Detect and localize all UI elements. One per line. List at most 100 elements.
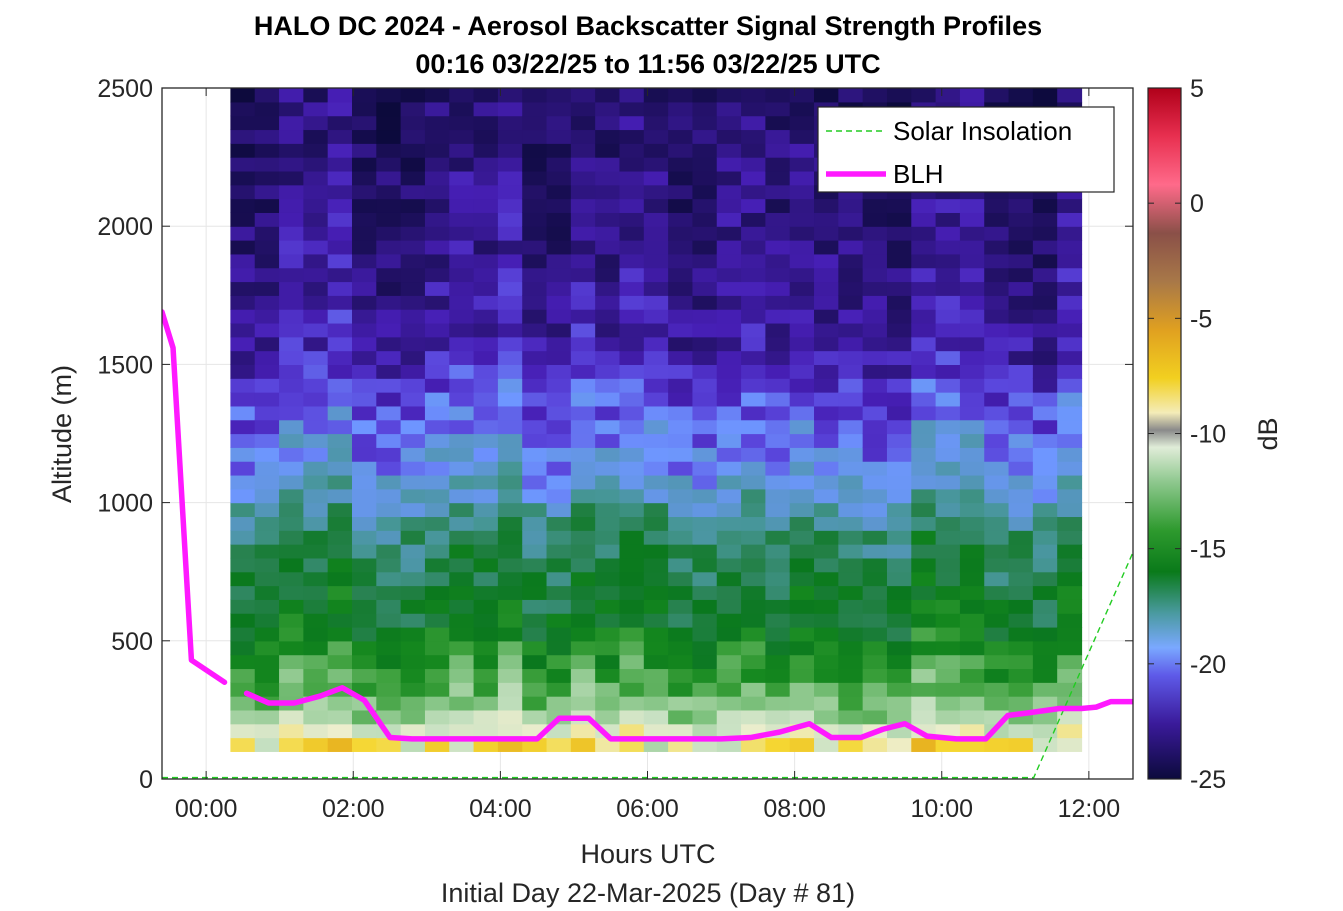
heatmap-cell <box>862 571 888 587</box>
heatmap-cell <box>668 240 694 255</box>
heatmap-cell <box>838 226 864 241</box>
heatmap-cell <box>789 585 815 600</box>
heatmap-cell <box>497 101 523 117</box>
heatmap-cell <box>473 88 499 103</box>
heatmap-cell <box>522 474 548 490</box>
heatmap-cell <box>984 654 1010 670</box>
heatmap-cell <box>741 530 766 545</box>
heatmap-cell <box>1057 557 1083 573</box>
heatmap-cell <box>741 516 766 531</box>
heatmap-cell <box>619 101 645 117</box>
heatmap-cell <box>814 267 839 283</box>
heatmap-cell <box>886 281 912 296</box>
heatmap-cell <box>692 709 718 725</box>
heatmap-cell <box>668 585 694 600</box>
heatmap-cell <box>400 585 426 600</box>
heatmap-cell <box>741 488 766 504</box>
heatmap-cell <box>692 378 718 393</box>
heatmap-cell <box>497 461 523 476</box>
solar-insolation-line <box>162 552 1133 779</box>
heatmap-cell <box>1057 640 1083 656</box>
heatmap-cell <box>497 322 523 338</box>
heatmap-cell <box>692 281 718 296</box>
heatmap-cell <box>716 488 742 504</box>
heatmap-cell <box>814 557 839 573</box>
heatmap-cell <box>692 405 718 421</box>
heatmap-cell <box>692 488 718 504</box>
heatmap-cell <box>449 240 475 255</box>
heatmap-cell <box>1008 198 1034 213</box>
heatmap-cell <box>595 405 621 421</box>
heatmap-cell <box>668 101 694 117</box>
heatmap-cell <box>497 654 523 670</box>
heatmap-cell <box>765 364 791 379</box>
heatmap-cell <box>692 350 718 365</box>
heatmap-cell <box>254 226 280 241</box>
chart-title-line2: 00:16 03/22/25 to 11:56 03/22/25 UTC <box>415 49 880 79</box>
heatmap-cell <box>1057 405 1083 421</box>
colorbar-tick-label: 0 <box>1190 190 1204 218</box>
heatmap-cell <box>789 378 815 393</box>
heatmap-cell <box>838 723 864 739</box>
heatmap-cell <box>303 433 329 448</box>
heatmap-cell <box>424 419 450 435</box>
heatmap-cell <box>570 516 596 531</box>
heatmap-cell <box>838 696 864 711</box>
heatmap-cell <box>595 115 621 131</box>
heatmap-cell <box>1032 557 1058 573</box>
heatmap-cell <box>619 654 645 670</box>
heatmap-cell <box>230 88 256 103</box>
heatmap-cell <box>716 281 742 296</box>
heatmap-cell <box>619 599 645 614</box>
heatmap-cell <box>911 309 937 324</box>
heatmap-cell <box>668 544 694 559</box>
heatmap-cell <box>400 461 426 476</box>
legend-label-blh: BLH <box>893 159 944 189</box>
heatmap-cell <box>1008 88 1034 103</box>
heatmap-cell <box>619 143 645 158</box>
heatmap-cell <box>935 447 961 462</box>
heatmap-cell <box>424 405 450 421</box>
heatmap-cell <box>424 184 450 200</box>
heatmap-cell <box>862 405 888 421</box>
heatmap-cell <box>741 474 766 490</box>
heatmap-cell <box>959 502 985 518</box>
heatmap-cell <box>497 253 523 269</box>
heatmap-cell <box>376 654 402 670</box>
heatmap-cell <box>935 253 961 269</box>
heatmap-cell <box>497 433 523 448</box>
heatmap-cell <box>279 322 304 338</box>
heatmap-cell <box>473 654 499 670</box>
x-tick-label: 06:00 <box>616 795 679 823</box>
heatmap-cell <box>376 322 402 338</box>
heatmap-cell <box>546 267 572 283</box>
heatmap-cell <box>765 226 791 241</box>
heatmap-cell <box>984 295 1010 310</box>
heatmap-cell <box>814 461 839 476</box>
heatmap-cell <box>376 295 402 310</box>
heatmap-cell <box>911 405 937 421</box>
heatmap-cell <box>741 267 766 283</box>
heatmap-cell <box>595 447 621 462</box>
heatmap-cell <box>1008 212 1034 227</box>
heatmap-cell <box>327 599 353 614</box>
heatmap-cell <box>279 364 304 379</box>
heatmap-cell <box>376 184 402 200</box>
heatmap-cell <box>352 322 377 338</box>
heatmap-cell <box>254 240 280 255</box>
heatmap-cell <box>741 101 766 117</box>
heatmap-cell <box>886 433 912 448</box>
heatmap-cell <box>595 474 621 490</box>
heatmap-cell <box>668 253 694 269</box>
heatmap-cell <box>449 143 475 158</box>
heatmap-cell <box>570 502 596 518</box>
heatmap-cell <box>814 737 839 752</box>
heatmap-cell <box>352 350 377 365</box>
heatmap-cell <box>692 433 718 448</box>
heatmap-cell <box>522 253 548 269</box>
heatmap-cell <box>1032 654 1058 670</box>
heatmap-cell <box>546 682 572 697</box>
heatmap-cell <box>1008 240 1034 255</box>
heatmap-cell <box>522 309 548 324</box>
